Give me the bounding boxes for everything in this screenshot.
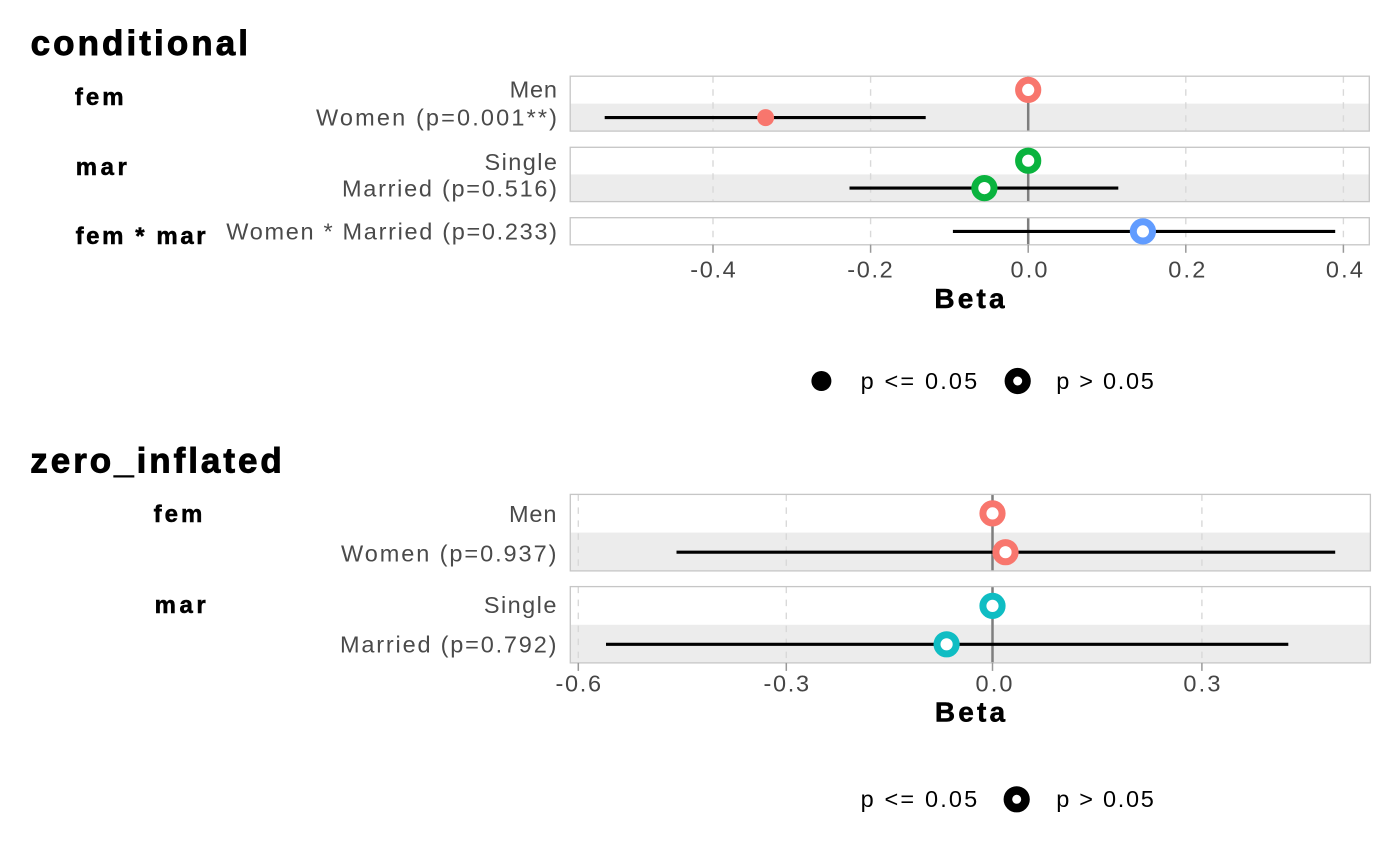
- svg-text:Beta: Beta: [935, 697, 1006, 728]
- svg-text:0.2: 0.2: [1168, 257, 1205, 283]
- svg-text:Women * Married (p=0.233): Women * Married (p=0.233): [226, 219, 557, 245]
- svg-text:Men: Men: [510, 77, 557, 103]
- svg-text:Beta: Beta: [934, 283, 1005, 314]
- svg-text:p <= 0.05: p <= 0.05: [861, 786, 978, 812]
- svg-text:p > 0.05: p > 0.05: [1056, 786, 1154, 812]
- svg-text:0.3: 0.3: [1183, 671, 1220, 697]
- svg-text:0.4: 0.4: [1326, 257, 1363, 283]
- svg-text:Women (p=0.001**): Women (p=0.001**): [316, 105, 557, 131]
- svg-text:Single: Single: [484, 592, 557, 618]
- svg-text:fem * mar: fem * mar: [76, 223, 206, 250]
- svg-text:Men: Men: [509, 501, 556, 527]
- svg-text:fem: fem: [154, 501, 203, 528]
- svg-text:conditional: conditional: [31, 24, 248, 63]
- svg-text:Women (p=0.937): Women (p=0.937): [341, 540, 556, 566]
- svg-text:0.0: 0.0: [976, 671, 1013, 697]
- svg-text:mar: mar: [155, 592, 206, 619]
- svg-text:Married (p=0.792): Married (p=0.792): [340, 632, 556, 658]
- svg-text:p > 0.05: p > 0.05: [1056, 368, 1154, 394]
- svg-text:mar: mar: [76, 154, 127, 181]
- svg-text:p <= 0.05: p <= 0.05: [861, 368, 978, 394]
- svg-text:fem: fem: [75, 84, 124, 111]
- svg-text:zero_inflated: zero_inflated: [30, 442, 281, 481]
- svg-text:0.0: 0.0: [1011, 257, 1048, 283]
- svg-text:Single: Single: [485, 149, 558, 175]
- svg-text:Married (p=0.516): Married (p=0.516): [342, 176, 557, 202]
